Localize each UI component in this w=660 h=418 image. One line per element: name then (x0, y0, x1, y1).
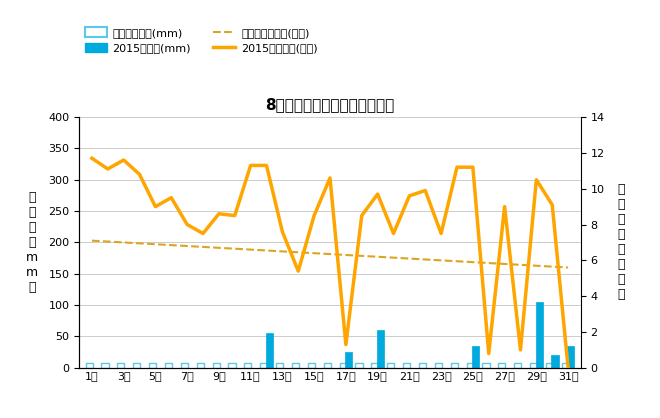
Legend: 降水量平年値(mm), 2015降水量(mm), 日照時間平年値(時間), 2015日照時間(時間): 降水量平年値(mm), 2015降水量(mm), 日照時間平年値(時間), 20… (84, 27, 317, 53)
Bar (102, 363, 108, 368)
Bar (435, 363, 442, 368)
Bar (149, 363, 156, 368)
Bar (546, 363, 553, 368)
Bar (308, 363, 315, 368)
Bar (266, 334, 273, 368)
Bar (355, 363, 362, 368)
Bar (197, 363, 204, 368)
Bar (165, 363, 172, 368)
Bar (419, 363, 426, 368)
Bar (323, 363, 331, 368)
Bar (498, 363, 506, 368)
Bar (451, 363, 458, 368)
Bar (377, 330, 384, 368)
Bar (535, 302, 543, 368)
Bar (244, 363, 251, 368)
Bar (552, 355, 558, 368)
Bar (213, 363, 220, 368)
Bar (467, 363, 474, 368)
Bar (482, 363, 490, 368)
Bar (276, 363, 283, 368)
Bar (292, 363, 299, 368)
Bar (86, 363, 92, 368)
Bar (117, 363, 125, 368)
Y-axis label: 日
照
時
間
（
時
間
）: 日 照 時 間 （ 時 間 ） (618, 184, 625, 301)
Bar (228, 363, 236, 368)
Bar (387, 363, 394, 368)
Bar (133, 363, 141, 368)
Bar (472, 346, 479, 368)
Bar (530, 363, 537, 368)
Bar (345, 352, 352, 368)
Bar (181, 363, 188, 368)
Bar (339, 363, 346, 368)
Bar (514, 363, 521, 368)
Y-axis label: 降
水
量
（
m
m
）: 降 水 量 （ m m ） (26, 191, 38, 294)
Bar (403, 363, 410, 368)
Bar (372, 363, 378, 368)
Title: 8月降水量・日照時間（日別）: 8月降水量・日照時間（日別） (265, 97, 395, 112)
Bar (562, 363, 569, 368)
Bar (260, 363, 267, 368)
Bar (568, 346, 574, 368)
